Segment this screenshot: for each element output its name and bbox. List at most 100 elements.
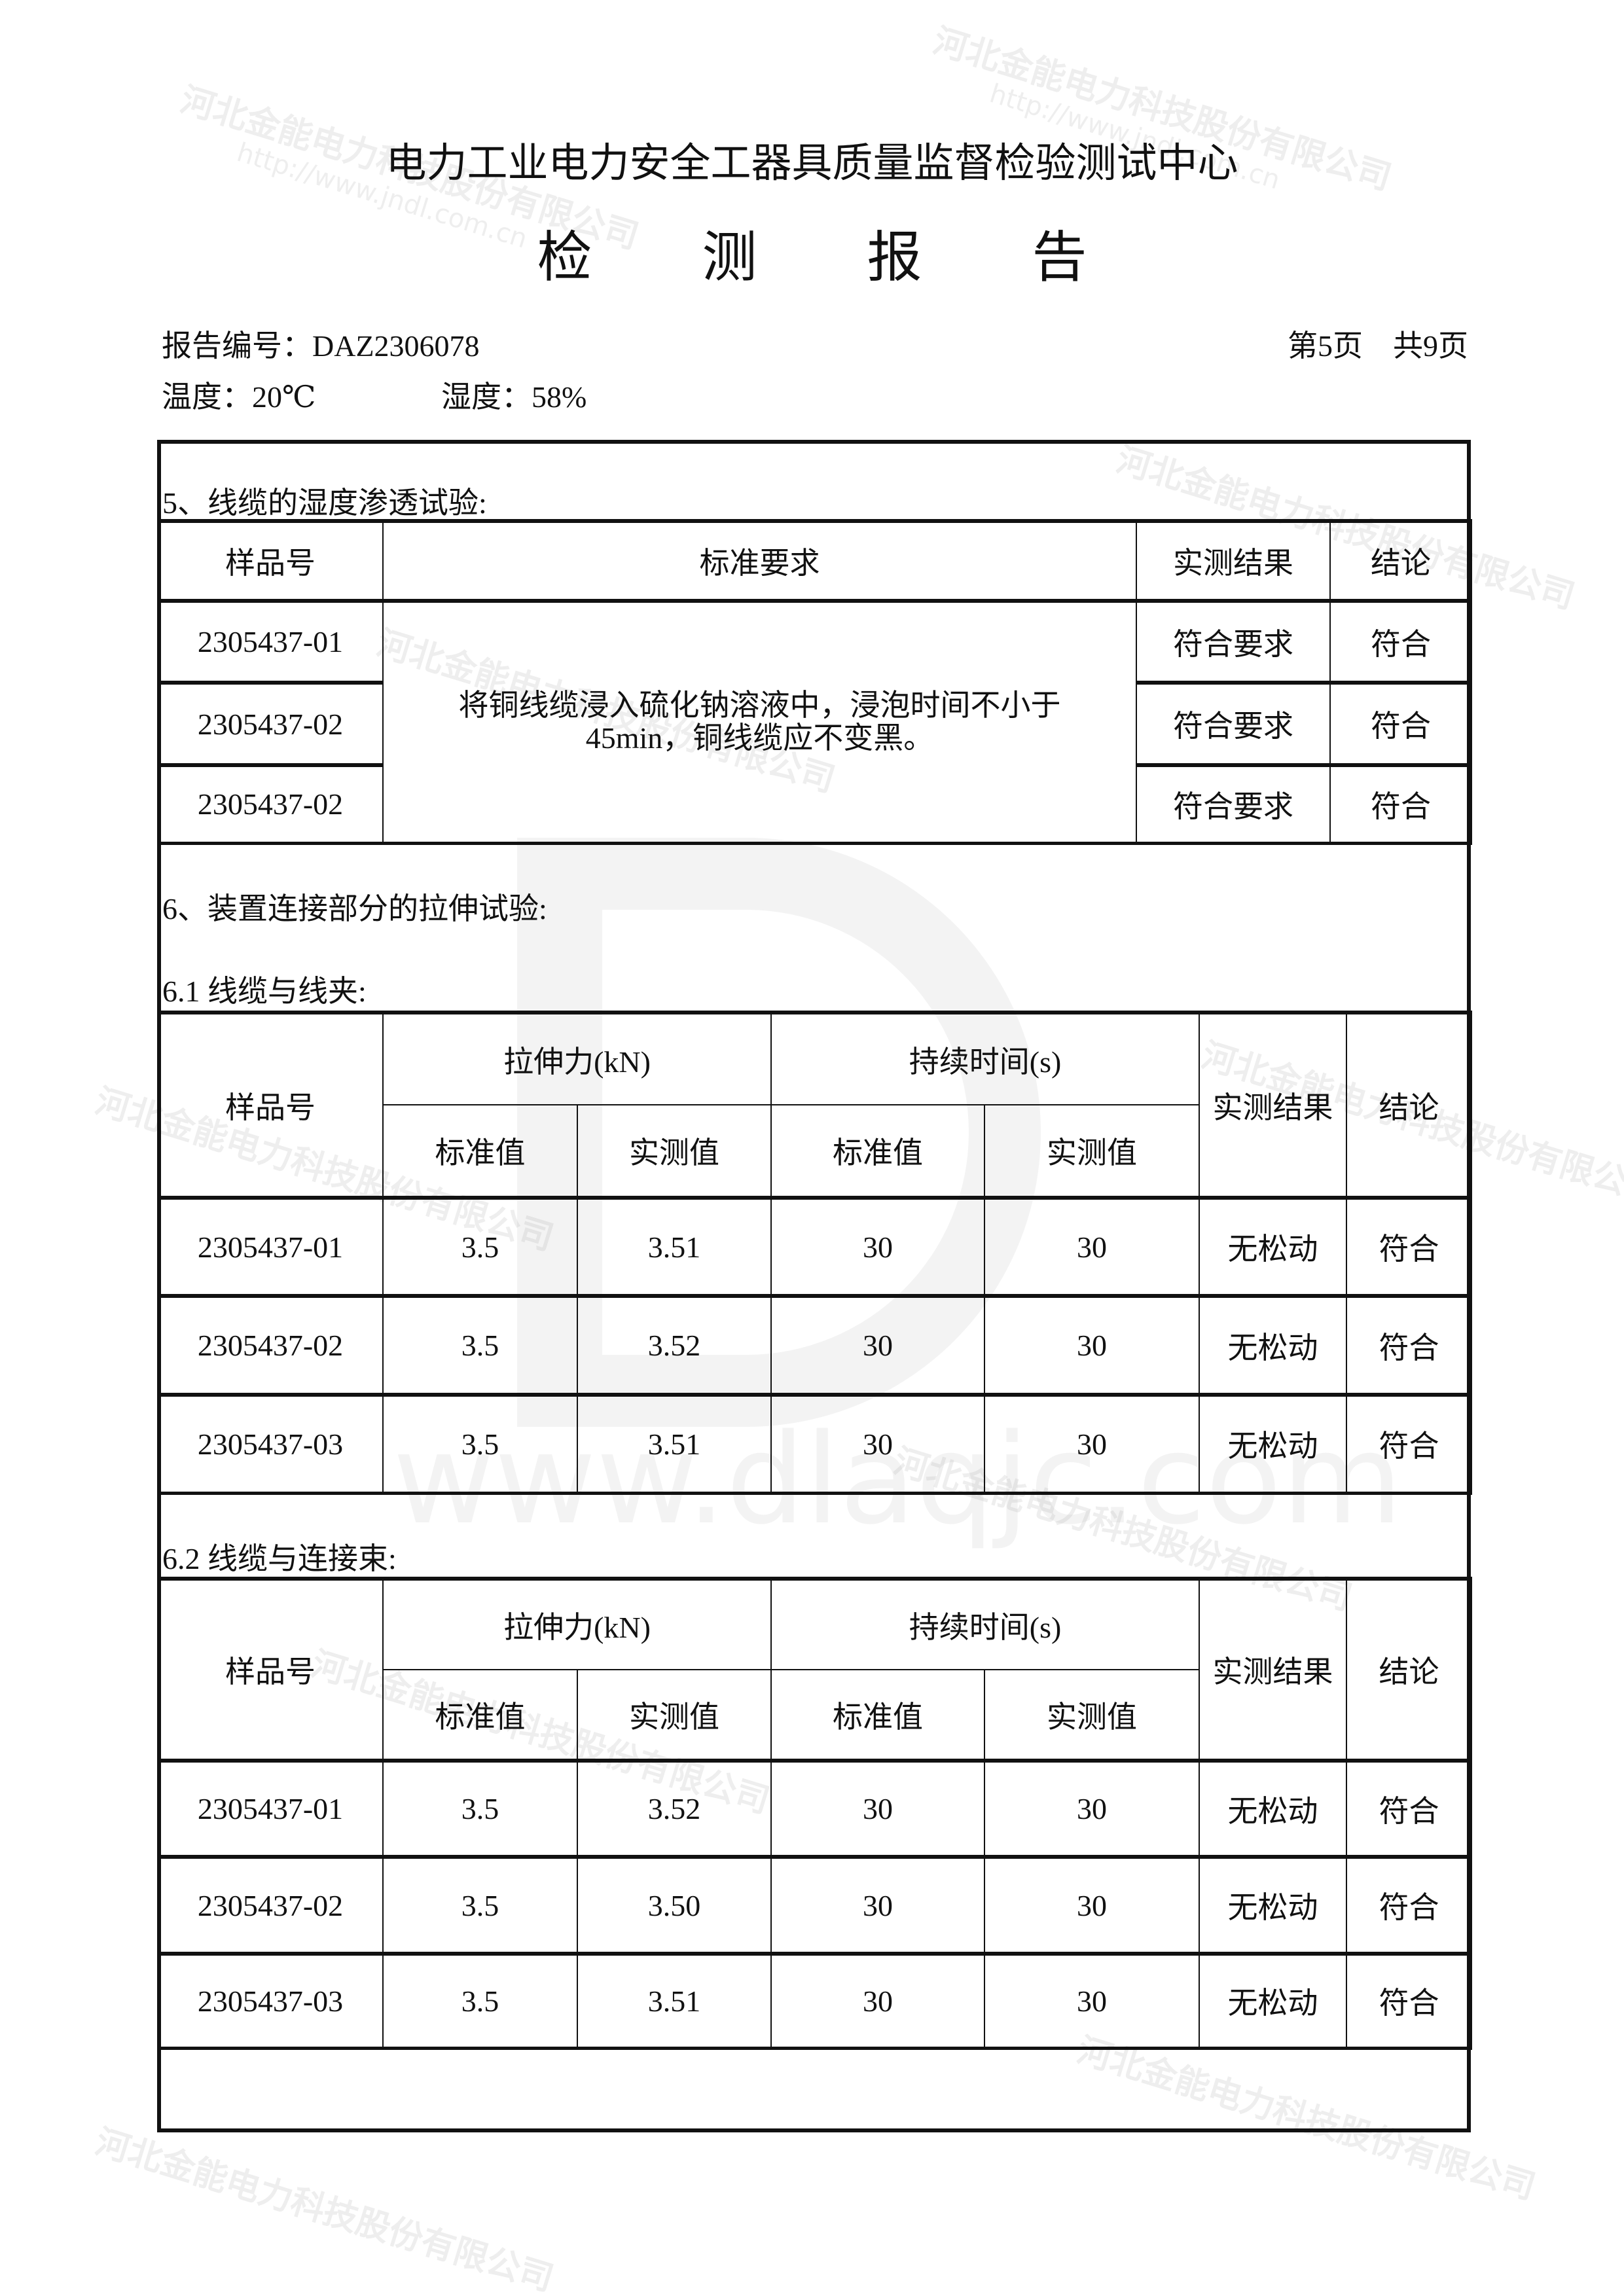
duration-measured: 30 [984,1952,1200,2049]
page-info: 第5页 共9页 [1288,329,1468,363]
result: 符合要求 [1136,763,1331,844]
section5-title: 5、线缆的湿度渗透试验: [162,486,487,520]
section6-table-2: 样品号 拉伸力(kN) 持续时间(s) 实测结果 结论 标准值 实测值 标准值 实测值 23054… [157,1577,1473,2050]
force-standard: 3.5 [382,1759,578,1857]
duration-measured: 30 [984,1196,1200,1297]
duration-standard: 30 [770,1294,986,1395]
conclusion: 符合 [1346,1294,1473,1395]
table-row: 2305437-02 3.5 3.52 30 30 无松动 符合 [157,1294,1473,1395]
header-measured: 实测值 [984,1669,1200,1761]
conclusion: 符合 [1346,1196,1473,1297]
force-measured: 3.51 [576,1952,772,2049]
conclusion: 符合 [1346,1393,1473,1494]
temperature: 温度：20℃ [162,380,316,414]
report-number: 报告编号：DAZ2306078 [162,329,480,363]
force-measured: 3.52 [576,1759,772,1857]
table-row: 2305437-02 3.5 3.50 30 30 无松动 符合 [157,1855,1473,1954]
header-standard: 标准值 [770,1104,986,1198]
section6-table-1: 样品号 拉伸力(kN) 持续时间(s) 实测结果 结论 标准值 实测值 标准值 实测值 23054… [157,1011,1473,1495]
table-subheader-row: 标准值 实测值 标准值 实测值 [158,1104,1471,1198]
duration-standard: 30 [770,1855,986,1954]
header-standard: 标准值 [382,1104,578,1198]
force-measured: 3.50 [576,1855,772,1954]
force-standard: 3.5 [382,1952,578,2049]
force-standard: 3.5 [382,1294,578,1395]
conclusion: 符合 [1329,681,1472,766]
table-row: 2305437-03 3.5 3.51 30 30 无松动 符合 [157,1952,1473,2049]
header-measured: 实测值 [576,1104,772,1198]
header-requirement: 标准要求 [382,519,1137,601]
conclusion: 符合 [1329,763,1472,844]
result: 无松动 [1199,1952,1348,2049]
force-standard: 3.5 [382,1196,578,1297]
header-result: 实测结果 [1199,1011,1348,1198]
sample-id: 2305437-02 [157,1294,384,1395]
duration-standard: 30 [770,1759,986,1857]
table-row: 2305437-03 3.5 3.51 30 30 无松动 符合 [157,1393,1473,1494]
result: 无松动 [1199,1855,1348,1954]
table-header-row: 样品号 标准要求 实测结果 结论 [157,519,1472,601]
doc-title-char: 报 [867,228,922,289]
header-conclusion: 结论 [1346,1577,1473,1761]
table-header-row: 样品号 拉伸力(kN) 持续时间(s) 实测结果 结论 [157,1011,1473,1198]
header-duration: 持续时间(s) [770,1011,1200,1105]
conclusion: 符合 [1329,599,1472,683]
header-sample: 样品号 [157,1577,384,1761]
result: 无松动 [1199,1759,1348,1857]
conclusion: 符合 [1346,1855,1473,1954]
sample-id: 2305437-01 [157,1759,384,1857]
duration-standard: 30 [770,1952,986,2049]
duration-measured: 30 [984,1759,1200,1857]
sample-id: 2305437-02 [157,681,384,766]
result: 符合要求 [1136,681,1331,766]
header-force: 拉伸力(kN) [382,1011,772,1105]
table2-title: 6.2 线缆与连接束: [162,1542,397,1575]
doc-title: 检测报告 [0,213,1624,293]
result: 符合要求 [1136,599,1331,683]
duration-standard: 30 [770,1393,986,1494]
duration-measured: 30 [984,1294,1200,1395]
table-row: 2305437-02 符合要求 符合 [157,763,1472,844]
table-row: 2305437-02 符合要求 符合 [157,681,1472,766]
force-standard: 3.5 [382,1393,578,1494]
doc-title-char: 测 [702,228,757,289]
section6-title: 6、装置连接部分的拉伸试验: [162,892,547,925]
header-standard: 标准值 [770,1669,986,1761]
watermark-company: 河北金能电力科技股份有限公司 [90,2122,558,2296]
result: 无松动 [1199,1294,1348,1395]
doc-title-char: 告 [1032,228,1087,289]
header-measured: 实测值 [576,1669,772,1761]
result: 无松动 [1199,1196,1348,1297]
table-row: 2305437-01 3.5 3.52 30 30 无松动 符合 [157,1759,1473,1857]
header-duration: 持续时间(s) [770,1577,1200,1670]
result: 无松动 [1199,1393,1348,1494]
duration-measured: 30 [984,1393,1200,1494]
table-header-row: 样品号 拉伸力(kN) 持续时间(s) 实测结果 结论 [157,1577,1473,1761]
requirement-text: 将铜线缆浸入硫化钠溶液中，浸泡时间不小于45min，铜线缆应不变黑。 [382,599,1137,844]
table1-title: 6.1 线缆与线夹: [162,975,367,1008]
table-row: 2305437-01 将铜线缆浸入硫化钠溶液中，浸泡时间不小于45min，铜线缆… [157,599,1472,844]
sample-id: 2305437-02 [157,1855,384,1954]
header-sample: 样品号 [157,1011,384,1198]
table-subheader-row: 标准值 实测值 标准值 实测值 [158,1669,1471,1761]
sample-id: 2305437-01 [157,1196,384,1297]
conclusion: 符合 [1346,1759,1473,1857]
conclusion: 符合 [1346,1952,1473,2049]
force-measured: 3.51 [576,1196,772,1297]
header-force: 拉伸力(kN) [382,1577,772,1670]
sample-id: 2305437-02 [157,763,384,844]
org-title: 电力工业电力安全工器具质量监督检验测试中心 [386,141,1238,186]
duration-standard: 30 [770,1196,986,1297]
sample-id: 2305437-03 [157,1952,384,2049]
header-measured: 实测值 [984,1104,1200,1198]
header-result: 实测结果 [1199,1577,1348,1761]
sample-id: 2305437-03 [157,1393,384,1494]
section5-table: 样品号 标准要求 实测结果 结论 2305437-01 将铜线缆浸入硫化钠溶液中… [157,519,1472,845]
force-measured: 3.51 [576,1393,772,1494]
header-result: 实测结果 [1136,519,1331,601]
humidity: 湿度：58% [441,380,587,414]
force-measured: 3.52 [576,1294,772,1395]
table-row: 2305437-01 3.5 3.51 30 30 无松动 符合 [157,1196,1473,1297]
header-standard: 标准值 [382,1669,578,1761]
